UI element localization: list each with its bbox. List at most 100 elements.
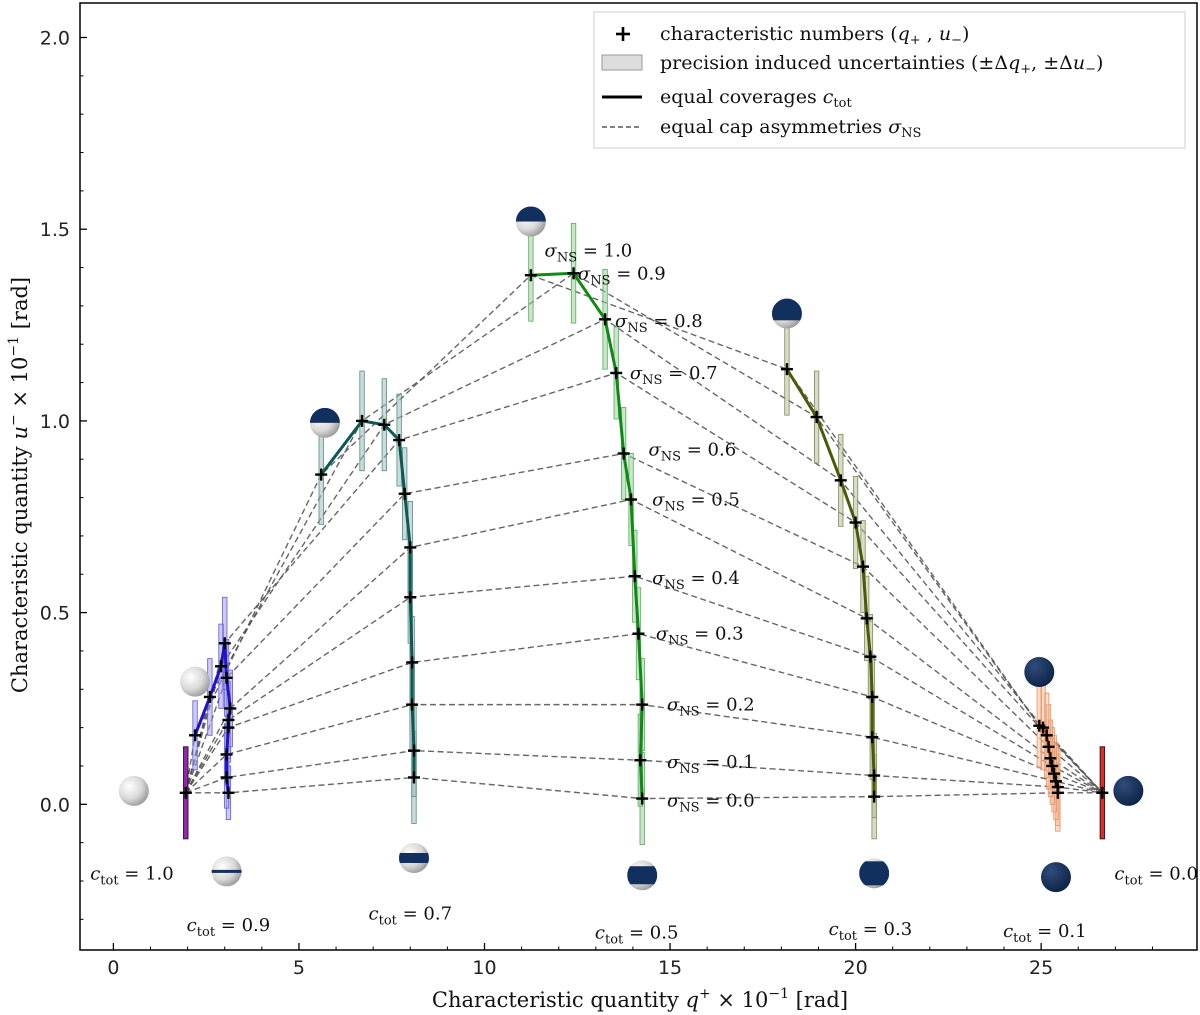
point-marker bbox=[1048, 767, 1061, 780]
point-marker bbox=[857, 560, 870, 573]
sigma-label: σNS = 0.5 bbox=[652, 490, 740, 515]
sphere-glyph-icon bbox=[627, 860, 658, 891]
point-marker bbox=[780, 363, 793, 376]
point-marker bbox=[220, 671, 233, 684]
point-marker bbox=[189, 729, 202, 742]
sphere-body bbox=[1024, 657, 1055, 688]
sigma-label: σNS = 0.0 bbox=[667, 790, 755, 815]
legend-label-uncertainty: precision induced uncertainties (±Δq+, ±… bbox=[660, 52, 1103, 77]
point-marker bbox=[407, 744, 420, 757]
sigma-label: σNS = 0.3 bbox=[656, 624, 744, 649]
point-marker bbox=[810, 411, 823, 424]
point-marker bbox=[406, 698, 419, 711]
coverage-label: ctot = 0.1 bbox=[1003, 921, 1087, 946]
sphere-cap bbox=[859, 861, 890, 886]
sphere-cap bbox=[398, 852, 429, 863]
sigma-label: σNS = 0.8 bbox=[615, 311, 703, 336]
point-marker bbox=[1051, 781, 1064, 794]
sigma-label: σNS = 0.1 bbox=[667, 752, 755, 777]
sigma-label: σNS = 1.0 bbox=[545, 240, 633, 265]
plot-frame bbox=[79, 2, 1198, 951]
coverage-label: ctot = 0.7 bbox=[369, 904, 453, 929]
sphere-body bbox=[118, 775, 149, 806]
sphere-cap bbox=[211, 869, 242, 873]
point-marker bbox=[393, 434, 406, 447]
sphere-glyph-icon bbox=[1040, 862, 1071, 893]
sigma-label: σNS = 0.7 bbox=[630, 363, 718, 388]
point-marker bbox=[864, 650, 877, 663]
point-marker bbox=[599, 313, 612, 326]
point-marker bbox=[860, 612, 873, 625]
point-marker bbox=[218, 637, 231, 650]
point-marker bbox=[406, 656, 419, 669]
sphere-body bbox=[1113, 775, 1144, 806]
point-marker bbox=[524, 269, 537, 282]
point-marker bbox=[866, 690, 879, 703]
point-marker bbox=[567, 267, 580, 280]
legend-label-coverage: equal coverages ctot bbox=[660, 86, 852, 111]
sigma-label: σNS = 0.2 bbox=[667, 695, 755, 720]
point-marker bbox=[404, 541, 417, 554]
sphere-glyph-icon bbox=[180, 666, 211, 697]
sphere-glyph-icon bbox=[118, 775, 149, 806]
point-marker bbox=[1033, 719, 1046, 732]
y-tick-label: 1.5 bbox=[40, 219, 70, 241]
point-marker bbox=[849, 516, 862, 529]
point-marker bbox=[634, 754, 647, 767]
point-marker bbox=[215, 660, 228, 673]
point-marker bbox=[203, 690, 216, 703]
point-marker bbox=[1096, 786, 1109, 799]
point-marker bbox=[628, 570, 641, 583]
point-marker bbox=[404, 591, 417, 604]
point-marker bbox=[179, 786, 192, 799]
legend-item-coverage: equal coverages ctot bbox=[602, 86, 852, 111]
sigma-label: σNS = 0.4 bbox=[652, 568, 740, 593]
coverage-label: ctot = 1.0 bbox=[90, 863, 174, 888]
sigma-label: σNS = 0.9 bbox=[578, 263, 666, 288]
sphere-body bbox=[1040, 862, 1071, 893]
sphere-cap bbox=[771, 298, 802, 321]
point-marker bbox=[1040, 729, 1053, 742]
point-marker bbox=[407, 771, 420, 784]
point-marker bbox=[625, 493, 638, 506]
point-marker bbox=[220, 748, 233, 761]
point-marker bbox=[617, 447, 630, 460]
coverage-line bbox=[530, 271, 644, 799]
point-marker bbox=[222, 713, 235, 726]
x-tick-label: 5 bbox=[293, 957, 305, 979]
point-marker bbox=[636, 698, 649, 711]
legend: characteristic numbers (q+ , u−) precisi… bbox=[593, 11, 1186, 149]
point-marker bbox=[220, 771, 233, 784]
point-marker bbox=[1042, 740, 1055, 753]
y-tick-label: 0.0 bbox=[40, 794, 70, 816]
legend-rect-marker bbox=[601, 54, 643, 71]
legend-label-asymmetry: equal cap asymmetries σNS bbox=[660, 116, 921, 141]
sigma-label: σNS = 0.6 bbox=[648, 440, 736, 465]
point-marker bbox=[1049, 775, 1062, 788]
sphere-cap bbox=[515, 206, 546, 222]
sphere-cap bbox=[309, 407, 340, 423]
sphere-glyph-icon bbox=[859, 858, 890, 889]
point-marker bbox=[1044, 752, 1057, 765]
sphere-cap bbox=[627, 866, 658, 885]
point-marker bbox=[315, 468, 328, 481]
x-tick-label: 15 bbox=[658, 957, 682, 979]
sphere-glyph-icon bbox=[309, 407, 340, 438]
x-tick-label: 20 bbox=[843, 957, 867, 979]
point-marker bbox=[868, 790, 881, 803]
point-marker bbox=[398, 487, 411, 500]
legend-cross-marker bbox=[616, 27, 630, 41]
x-tick-label: 25 bbox=[1029, 957, 1053, 979]
y-tick-label: 0.5 bbox=[40, 603, 70, 625]
point-marker bbox=[632, 627, 645, 640]
point-marker bbox=[868, 769, 881, 782]
point-marker bbox=[224, 702, 237, 715]
sphere-glyph-icon bbox=[1113, 775, 1144, 806]
legend-label-points: characteristic numbers (q+ , u−) bbox=[660, 23, 969, 48]
y-tick-label: 2.0 bbox=[40, 28, 70, 50]
legend-box bbox=[593, 11, 1186, 149]
sphere-glyph-icon bbox=[515, 206, 546, 237]
x-tick-label: 10 bbox=[472, 957, 496, 979]
point-marker bbox=[834, 474, 847, 487]
coverage-label: ctot = 0.0 bbox=[1114, 863, 1198, 888]
